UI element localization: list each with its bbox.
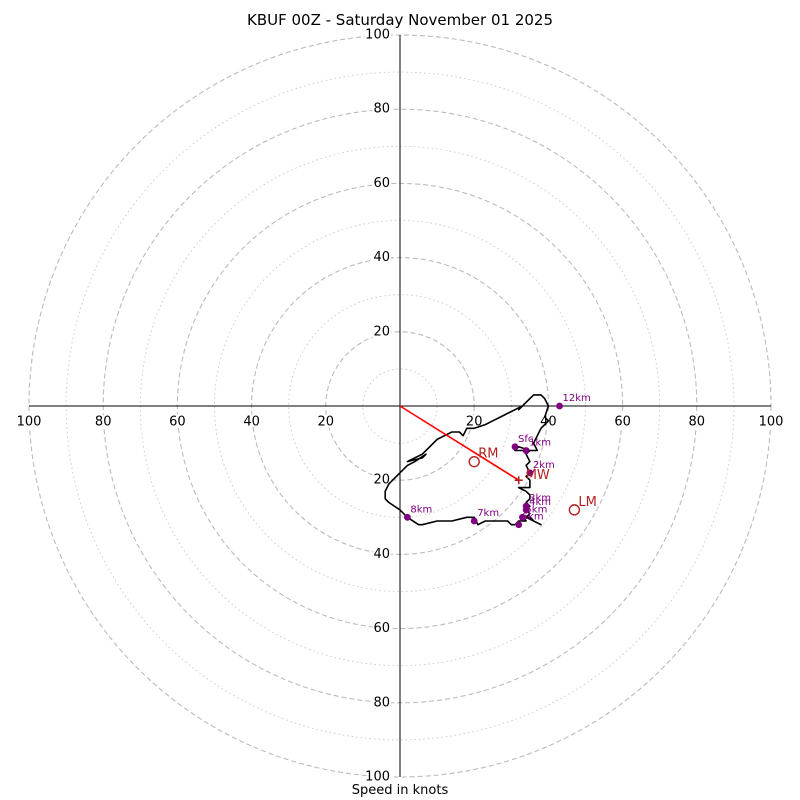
level-point-8km: [404, 513, 411, 521]
storm-marker-LM: [568, 504, 581, 516]
x-tick-left-40: 40: [243, 415, 260, 430]
level-label-4km: 4km: [529, 497, 551, 508]
level-point-6km: [515, 521, 523, 529]
y-tick-bottom-40: 40: [373, 547, 390, 562]
chart-title: KBUF 00Z - Saturday November 01 2025: [246, 11, 553, 29]
x-tick-right-60: 60: [614, 415, 631, 430]
y-tick-top-40: 40: [373, 250, 390, 265]
level-label-3km: 3km: [529, 493, 551, 504]
level-label-7km: 7km: [477, 508, 499, 519]
level-point-2km: [526, 469, 534, 477]
storm-motion-markers: RM MW LM: [468, 447, 597, 516]
tick-labels: 100 80 60 40 20 20 40 60 80 100204060801002040608…: [15, 26, 786, 787]
level-point-12km: [556, 402, 563, 410]
level-label-5km: 5km: [525, 504, 547, 515]
y-tick-bottom-100: 100: [365, 770, 390, 785]
y-tick-top-20: 20: [373, 324, 390, 339]
x-axis-label: Speed in knots: [351, 783, 449, 798]
level-point-7km: [470, 517, 478, 525]
x-tick-left-20: 20: [318, 415, 335, 430]
storm-label-MW: MW: [526, 468, 550, 483]
level-point-4km: [522, 506, 530, 514]
y-tick-top-100: 100: [365, 28, 390, 43]
x-tick-left-100: 100: [17, 415, 42, 430]
y-tick-bottom-60: 60: [373, 621, 390, 636]
x-tick-left-80: 80: [95, 415, 112, 430]
storm-label-RM: RM: [478, 447, 498, 462]
y-tick-top-60: 60: [373, 176, 390, 191]
level-label-12km: 12km: [563, 393, 591, 404]
vectors: [399, 405, 520, 481]
level-label-1km: 1km: [529, 438, 551, 449]
level-label-Sfc: Sfc: [518, 434, 533, 445]
x-tick-right-80: 80: [689, 415, 706, 430]
storm-label-LM: LM: [578, 495, 596, 510]
shear-vector: [399, 405, 520, 481]
x-tick-right-20: 20: [466, 415, 483, 430]
storm-marker-RM: [468, 455, 480, 468]
level-point-1km: [522, 447, 530, 454]
level-point-Sfc: [511, 443, 519, 451]
y-tick-bottom-80: 80: [373, 695, 390, 710]
x-tick-left-60: 60: [169, 415, 186, 430]
level-point-5km: [519, 513, 526, 521]
x-tick-right-100: 100: [759, 415, 784, 430]
y-tick-bottom-20: 20: [373, 473, 390, 488]
level-label-8km: 8km: [410, 504, 432, 515]
level-label-6km: 6km: [522, 512, 544, 523]
y-tick-top-80: 80: [373, 102, 390, 117]
level-label-2km: 2km: [533, 460, 555, 471]
